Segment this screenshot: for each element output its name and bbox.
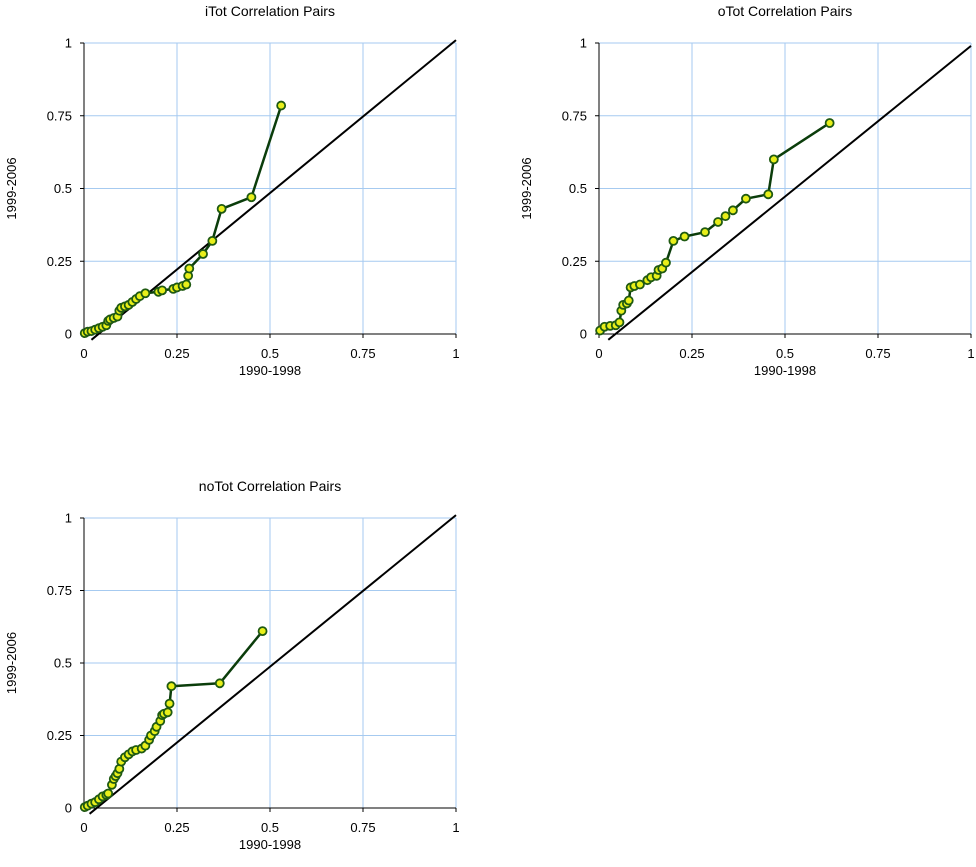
- otot-data-point: [679, 231, 690, 242]
- itot-x-tick-label: 0.75: [350, 346, 375, 361]
- notot-y-tick-label: 0: [65, 801, 72, 816]
- itot-x-tick-label: 0: [80, 346, 87, 361]
- itot-y-tick-label: 0.75: [47, 108, 72, 123]
- itot-reference-line: [90, 39, 457, 341]
- notot-data-point: [164, 698, 175, 709]
- notot-x-axis-label: 1990-1998: [239, 837, 301, 852]
- otot-series-line: [599, 121, 831, 332]
- itot-y-tick-label: 0: [65, 327, 72, 342]
- otot-data-point: [700, 227, 710, 238]
- itot-y-tick-label: 0.5: [54, 181, 72, 196]
- itot-y-axis-label: 1999-2006: [4, 157, 19, 219]
- otot-x-tick-label: 0.25: [679, 346, 704, 361]
- itot-y-tick-label: 0.25: [47, 254, 72, 269]
- otot-y-tick-label: 0: [580, 327, 587, 342]
- itot-data-point: [140, 288, 151, 299]
- otot-data-point: [768, 154, 779, 165]
- notot-x-tick-label: 0.5: [261, 820, 279, 835]
- itot-data-point: [246, 192, 257, 203]
- itot-data-point: [276, 100, 287, 111]
- otot-reference-line: [607, 45, 972, 341]
- itot-x-tick-label: 1: [452, 346, 459, 361]
- itot-data-point: [184, 263, 195, 274]
- otot-data-point: [741, 193, 751, 204]
- notot-x-tick-label: 0.75: [350, 820, 375, 835]
- otot-x-axis-label: 1990-1998: [754, 363, 816, 378]
- itot-x-axis-label: 1990-1998: [239, 363, 301, 378]
- notot-y-tick-label: 0.75: [47, 583, 72, 598]
- itot-series-line: [84, 105, 283, 335]
- notot-chart: 00 0.25 0.25 0.5 0.5 0.75 0.75 1 1 noTot Correlat…: [4, 478, 460, 852]
- otot-data-point: [824, 118, 835, 128]
- notot-reference-line: [88, 514, 457, 815]
- otot-data-point: [668, 235, 679, 246]
- itot-y-tick-label: 1: [65, 36, 72, 51]
- itot-data-point: [216, 203, 227, 214]
- otot-x-tick-label: 0: [595, 346, 602, 361]
- itot-data-point: [207, 235, 218, 246]
- notot-x-tick-label: 1: [452, 820, 459, 835]
- notot-y-tick-label: 0.25: [47, 728, 72, 743]
- otot-data-point: [661, 257, 671, 268]
- notot-data-point: [257, 626, 268, 636]
- otot-data-point: [728, 205, 738, 216]
- otot-chart-title: oTot Correlation Pairs: [718, 3, 853, 19]
- otot-x-tick-label: 0.75: [865, 346, 890, 361]
- itot-data-point: [198, 249, 208, 259]
- notot-x-tick-label: 0: [80, 820, 87, 835]
- notot-data-point: [166, 681, 177, 692]
- otot-y-tick-label: 0.75: [562, 108, 587, 123]
- otot-data-point: [763, 189, 774, 200]
- itot-data-point: [157, 285, 168, 296]
- notot-x-tick-label: 0.25: [164, 820, 189, 835]
- notot-data-point: [162, 707, 173, 718]
- otot-data-point: [623, 295, 634, 306]
- otot-y-axis-label: 1999-2006: [519, 157, 534, 219]
- itot-data-point: [181, 279, 192, 290]
- otot-data-point: [713, 217, 723, 227]
- otot-y-tick-label: 1: [580, 36, 587, 51]
- notot-chart-title: noTot Correlation Pairs: [199, 478, 341, 494]
- notot-data-point: [214, 678, 225, 689]
- itot-chart: 00 0.25 0.25 0.5 0.5 0.75 0.75 1 1 iTot Correlati…: [4, 3, 460, 378]
- notot-data-point: [103, 788, 114, 799]
- notot-y-tick-label: 1: [65, 511, 72, 526]
- otot-y-tick-label: 0.5: [569, 181, 587, 196]
- otot-x-tick-label: 0.5: [776, 346, 794, 361]
- itot-chart-title: iTot Correlation Pairs: [205, 3, 335, 19]
- otot-chart: 00 0.25 0.25 0.5 0.5 0.75 0.75 1 1 oTot Correlati…: [519, 3, 975, 378]
- itot-x-tick-label: 0.25: [164, 346, 189, 361]
- otot-y-tick-label: 0.25: [562, 254, 587, 269]
- otot-data-point: [635, 279, 645, 290]
- otot-x-tick-label: 1: [967, 346, 974, 361]
- itot-x-tick-label: 0.5: [261, 346, 279, 361]
- notot-y-tick-label: 0.5: [54, 656, 72, 671]
- notot-y-axis-label: 1999-2006: [4, 632, 19, 694]
- otot-data-point: [720, 211, 731, 222]
- otot-data-point: [614, 317, 625, 328]
